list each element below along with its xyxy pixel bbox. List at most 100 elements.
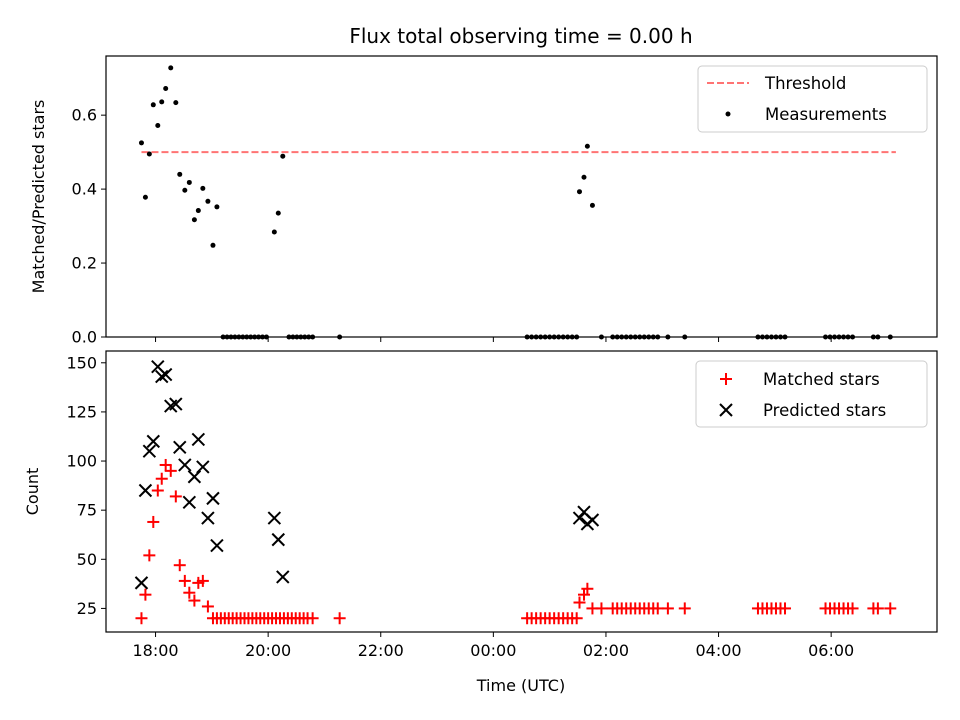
x-tick-label: 02:00 bbox=[583, 641, 629, 660]
legend-measurements-label: Measurements bbox=[765, 105, 887, 124]
predicted-star-point bbox=[191, 432, 206, 447]
bottom-legend: Matched stars Predicted stars bbox=[695, 360, 928, 428]
predicted-star-point bbox=[276, 570, 290, 584]
measurement-point bbox=[155, 123, 161, 129]
measurement-point bbox=[146, 151, 152, 157]
predicted-star-point bbox=[271, 532, 285, 547]
measurement-point bbox=[275, 210, 281, 216]
measurement-point bbox=[581, 174, 587, 180]
bottom-y-tick-label: 100 bbox=[66, 452, 97, 471]
measurement-point bbox=[576, 189, 582, 195]
top-y-tick-label: 0.4 bbox=[72, 180, 97, 199]
predicted-star-point bbox=[169, 397, 183, 411]
top-y-tick-label: 0.6 bbox=[72, 106, 97, 125]
legend-measurements-swatch bbox=[725, 111, 731, 117]
measurement-point bbox=[280, 153, 286, 159]
bottom-panel-ticks: 18:00 20:00 22:00 00:00 02:00 04:00 06:00 25 50 7… bbox=[66, 353, 854, 660]
matched-star-point bbox=[846, 602, 859, 615]
top-panel: 0.0 0.2 0.4 0.6 Matched/Predicted stars Thr… bbox=[29, 55, 938, 347]
predicted-star-point bbox=[267, 511, 282, 525]
predicted-star-point bbox=[210, 538, 224, 553]
top-legend-box bbox=[697, 65, 928, 133]
measurement-point bbox=[182, 187, 188, 193]
matched-star-point bbox=[178, 574, 191, 587]
predicted-star-point bbox=[142, 444, 157, 458]
measurement-point bbox=[159, 99, 165, 105]
measurement-point bbox=[173, 100, 179, 106]
bottom-y-tick-label: 150 bbox=[66, 353, 97, 372]
matched-star-point bbox=[143, 549, 156, 562]
predicted-star-point bbox=[585, 513, 600, 527]
measurement-point bbox=[589, 202, 595, 208]
bottom-y-tick-label: 125 bbox=[66, 402, 97, 421]
matched-star-point bbox=[570, 612, 583, 625]
predicted-star-point bbox=[146, 434, 160, 449]
matched-star-point bbox=[778, 602, 791, 615]
matched-star-point bbox=[151, 484, 164, 497]
predicted-star-point bbox=[178, 458, 192, 472]
measurement-point bbox=[200, 185, 206, 191]
matched-star-point bbox=[651, 602, 664, 615]
matched-star-point bbox=[573, 596, 586, 609]
bottom-panel: 18:00 20:00 22:00 00:00 02:00 04:00 06:00 25 50 7… bbox=[23, 350, 938, 695]
x-tick-label: 22:00 bbox=[358, 641, 404, 660]
x-tick-label: 04:00 bbox=[695, 641, 741, 660]
top-legend: Threshold Measurements bbox=[697, 65, 928, 133]
bottom-y-axis-label: Count bbox=[23, 468, 42, 516]
predicted-star-point bbox=[155, 369, 169, 384]
matched-star-point bbox=[884, 602, 897, 615]
matched-stars-series bbox=[135, 458, 897, 625]
x-tick-label: 06:00 bbox=[808, 641, 854, 660]
matched-star-point bbox=[871, 602, 884, 615]
measurement-point bbox=[142, 194, 148, 200]
predicted-star-point bbox=[201, 511, 215, 525]
top-y-tick-label: 0.2 bbox=[72, 254, 97, 273]
matched-star-point bbox=[678, 602, 691, 615]
matched-star-point bbox=[135, 612, 148, 625]
top-panel-ticks: 0.0 0.2 0.4 0.6 bbox=[72, 106, 832, 347]
top-y-tick-label: 0.0 bbox=[72, 328, 97, 347]
bottom-y-tick-label: 50 bbox=[77, 550, 97, 569]
measurement-point bbox=[138, 140, 144, 146]
bottom-y-tick-label: 25 bbox=[77, 599, 97, 618]
measurement-point bbox=[214, 204, 220, 210]
measurement-point bbox=[177, 171, 183, 177]
legend-predicted-label: Predicted stars bbox=[763, 401, 886, 420]
legend-matched-label: Matched stars bbox=[763, 370, 880, 389]
bottom-legend-box bbox=[695, 360, 928, 428]
matched-star-point bbox=[183, 586, 196, 599]
top-y-axis-label: Matched/Predicted stars bbox=[29, 100, 48, 294]
measurement-point bbox=[271, 229, 277, 235]
legend-threshold-label: Threshold bbox=[764, 74, 846, 93]
matched-star-point bbox=[139, 588, 152, 601]
legend-predicted-swatch bbox=[719, 403, 733, 417]
matched-star-point bbox=[169, 490, 182, 503]
predicted-stars-series bbox=[134, 360, 600, 590]
predicted-star-point bbox=[158, 367, 173, 382]
predicted-star-point bbox=[134, 576, 149, 590]
matched-star-point bbox=[159, 458, 172, 471]
matched-star-point bbox=[306, 612, 319, 625]
x-tick-label: 00:00 bbox=[470, 641, 516, 660]
chart-title: Flux total observing time = 0.00 h bbox=[349, 24, 692, 48]
bottom-y-tick-label: 75 bbox=[77, 501, 97, 520]
predicted-star-point bbox=[138, 483, 153, 498]
matched-star-point bbox=[147, 515, 160, 528]
measurement-point bbox=[210, 242, 216, 248]
measurement-point bbox=[168, 65, 174, 71]
x-axis-label: Time (UTC) bbox=[476, 676, 565, 695]
measurement-point bbox=[191, 217, 197, 223]
measurement-point bbox=[205, 198, 211, 204]
matched-star-point bbox=[196, 574, 209, 587]
measurement-point bbox=[163, 86, 169, 92]
matched-star-point bbox=[581, 582, 594, 595]
predicted-star-point bbox=[182, 495, 197, 510]
x-tick-label: 18:00 bbox=[132, 641, 178, 660]
predicted-star-point bbox=[206, 491, 220, 506]
matched-star-point bbox=[201, 600, 214, 613]
matched-star-point bbox=[333, 612, 346, 625]
predicted-star-point bbox=[173, 440, 187, 454]
bottom-panel-frame bbox=[105, 350, 938, 633]
predicted-star-point bbox=[196, 460, 210, 474]
